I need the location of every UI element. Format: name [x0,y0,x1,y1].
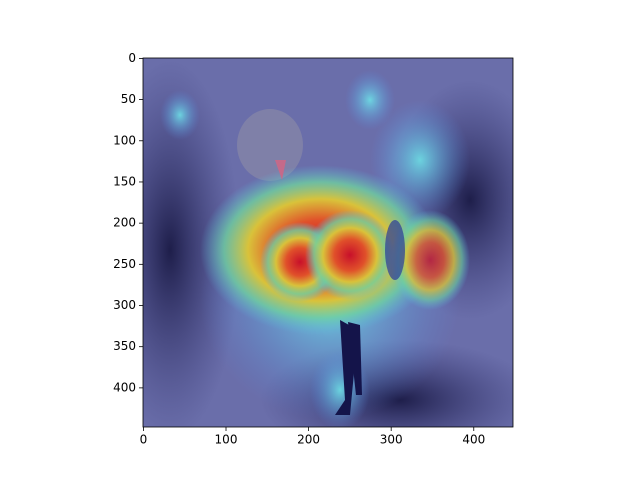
x-tick-label: 0 [140,433,148,447]
x-tick-label: 200 [297,433,320,447]
heatmap-image [143,58,513,427]
y-tick-label: 0 [128,51,136,65]
axes-frame [142,57,514,428]
x-tick-label: 100 [215,433,238,447]
x-tick-label: 300 [380,433,403,447]
y-tick-label: 400 [113,380,136,394]
x-tick-label: 400 [462,433,485,447]
y-tick-label: 150 [113,174,136,188]
y-tick-label: 100 [113,133,136,147]
y-tick-label: 250 [113,257,136,271]
y-tick-label: 350 [113,339,136,353]
y-tick-label: 300 [113,298,136,312]
y-tick-label: 200 [113,216,136,230]
y-tick-label: 50 [121,92,136,106]
